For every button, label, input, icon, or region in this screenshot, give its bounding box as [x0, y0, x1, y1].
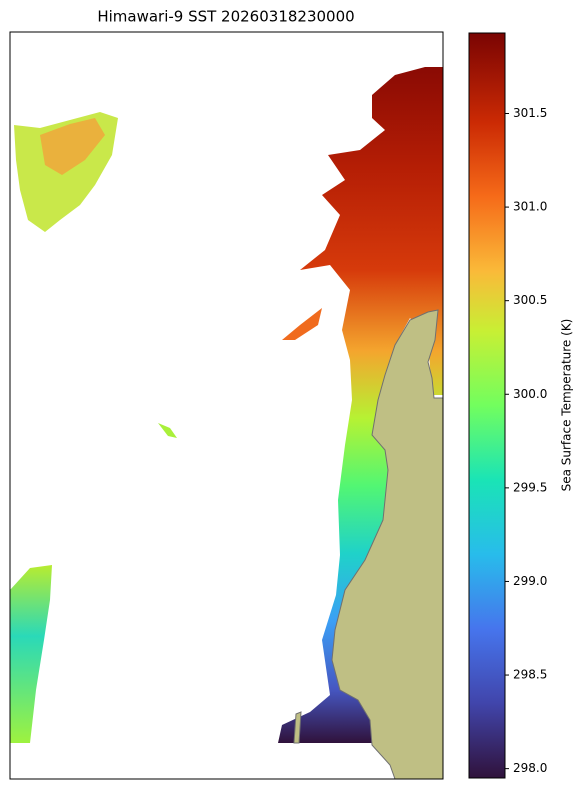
colorbar-tick-label: 299.0	[513, 574, 547, 588]
colorbar-tick-label: 298.0	[513, 761, 547, 775]
colorbar-tick-label: 300.0	[513, 387, 547, 401]
sst-patch	[158, 423, 177, 438]
map-frame	[9, 31, 444, 780]
land	[293, 711, 302, 744]
map-title: Himawari-9 SST 20260318230000	[97, 8, 354, 26]
colorbar-tick-label: 299.5	[513, 480, 547, 494]
sst-patch	[282, 308, 322, 340]
colorbar-tick-label: 300.5	[513, 293, 547, 307]
land	[331, 309, 444, 780]
colorbar-frame	[468, 32, 506, 779]
colorbar-scale	[469, 33, 505, 778]
map-area	[9, 31, 444, 780]
sst-patch	[10, 565, 52, 743]
colorbar-label: Sea Surface Temperature (K)	[560, 319, 574, 492]
colorbar-tick-label: 301.0	[513, 200, 547, 214]
colorbar-tick-label: 301.5	[513, 106, 547, 120]
colorbar: 298.0 298.5 299.0 299.5 300.0 300.5 301.0 301.5	[468, 32, 547, 779]
colorbar-tick-label: 298.5	[513, 668, 547, 682]
sst-patch	[40, 118, 105, 175]
sst-patch	[278, 67, 443, 743]
